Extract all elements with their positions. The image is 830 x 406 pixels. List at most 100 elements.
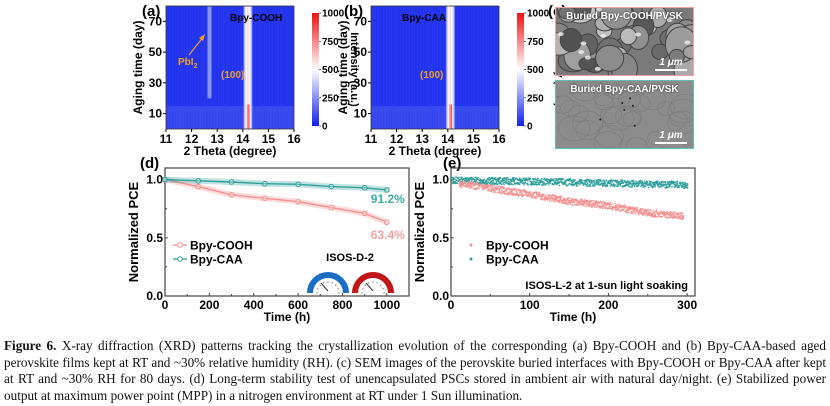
data-point — [646, 181, 648, 183]
data-point — [643, 213, 646, 215]
data-point — [554, 197, 556, 199]
y-tick-label: 30 — [149, 76, 163, 90]
data-point — [521, 195, 524, 198]
data-point — [536, 184, 538, 186]
colorbar-tick-label: 750 — [322, 37, 339, 48]
data-point — [537, 179, 539, 182]
data-point — [510, 181, 512, 183]
data-point — [556, 196, 559, 198]
sem-boundary — [592, 89, 614, 106]
heatmap-streak — [394, 6, 395, 129]
data-point — [582, 183, 585, 185]
data-point — [610, 180, 612, 183]
data-point — [470, 180, 473, 182]
data-point — [493, 191, 495, 193]
sem-grain — [595, 44, 625, 72]
data-point — [652, 209, 654, 212]
data-point — [635, 208, 638, 211]
data-point — [658, 186, 660, 188]
data-point — [533, 196, 536, 199]
data-point — [612, 183, 614, 185]
data-point — [463, 181, 466, 184]
data-point — [482, 180, 484, 182]
data-point — [540, 180, 542, 182]
data-point — [611, 207, 614, 210]
data-point — [626, 209, 628, 211]
data-point — [665, 216, 667, 218]
data-point — [565, 184, 568, 187]
heatmap-streak — [377, 6, 378, 129]
data-point — [637, 185, 639, 187]
data-point — [557, 179, 560, 181]
sem-pinhole — [629, 97, 632, 100]
data-point — [661, 183, 663, 185]
data-point — [476, 187, 478, 189]
data-point — [671, 216, 673, 219]
data-point — [538, 183, 540, 186]
data-point — [686, 186, 688, 189]
data-point — [604, 182, 606, 185]
data-point — [527, 191, 529, 194]
data-point — [491, 181, 493, 184]
data-point — [578, 183, 580, 185]
data-point — [563, 199, 566, 202]
heatmap-streak — [278, 6, 279, 129]
heatmap-streak — [184, 6, 185, 129]
data-point — [489, 181, 492, 183]
data-point — [517, 183, 519, 185]
data-point — [462, 182, 464, 184]
data-point — [527, 194, 529, 196]
data-point — [648, 213, 651, 216]
data-point — [635, 210, 638, 213]
data-point — [547, 182, 549, 185]
data-point — [612, 206, 614, 208]
data-point — [557, 182, 560, 185]
data-point — [541, 198, 544, 200]
data-point — [567, 179, 569, 181]
data-point — [661, 211, 663, 213]
data-point — [584, 182, 586, 184]
data-point — [460, 183, 462, 186]
data-point — [621, 206, 623, 208]
data-point — [487, 181, 489, 183]
data-point — [494, 188, 497, 191]
heatmap-streak — [460, 6, 461, 129]
data-point — [643, 180, 646, 182]
data-point — [615, 208, 617, 211]
data-point — [490, 186, 492, 188]
data-point — [548, 180, 551, 182]
data-point — [516, 188, 518, 190]
data-point — [566, 197, 568, 199]
data-point — [560, 195, 563, 198]
data-point — [589, 202, 591, 204]
x-axis-label: Time (h) — [264, 310, 310, 324]
data-point — [672, 217, 675, 219]
data-point — [618, 183, 620, 186]
data-point — [667, 217, 669, 219]
data-point — [577, 185, 579, 187]
data-point — [598, 202, 600, 204]
data-point — [475, 188, 477, 191]
data-point — [487, 177, 490, 180]
data-point — [592, 199, 595, 202]
data-point — [517, 194, 520, 196]
data-point — [527, 184, 529, 186]
gauge-face — [359, 279, 387, 293]
data-point — [589, 201, 591, 203]
heatmap-streak — [201, 6, 202, 129]
data-point — [529, 191, 531, 193]
data-point — [495, 182, 498, 184]
data-point — [495, 181, 498, 183]
data-point — [581, 201, 583, 203]
data-point — [523, 178, 526, 181]
data-point — [611, 181, 614, 183]
heatmap-streak — [190, 6, 191, 129]
data-point — [507, 188, 510, 191]
data-point — [582, 184, 585, 186]
data-point — [645, 212, 648, 214]
data-point — [616, 209, 618, 211]
data-point — [591, 200, 593, 202]
data-point — [561, 179, 563, 181]
data-point — [488, 190, 491, 192]
data-point — [529, 183, 532, 186]
